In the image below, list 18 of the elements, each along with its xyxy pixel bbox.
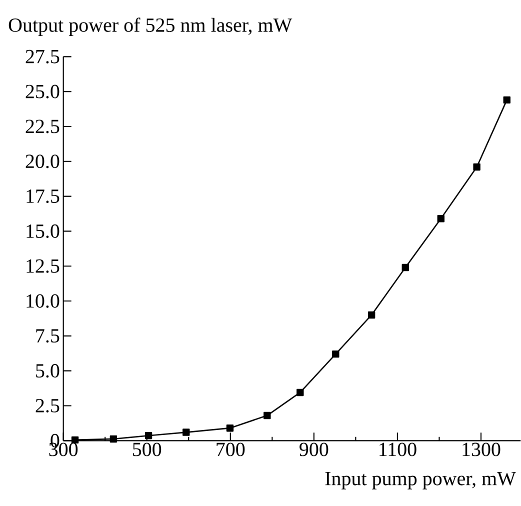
y-tick-label: 15.0 <box>26 224 60 238</box>
x-tick-label: 1300 <box>462 442 500 456</box>
y-tick-label: 20.0 <box>26 154 60 168</box>
x-tick-label: 900 <box>300 442 328 456</box>
x-axis-title: Input pump power, mW <box>325 472 516 490</box>
y-tick-label: 22.5 <box>26 120 60 134</box>
y-tick-label: 2.5 <box>36 398 60 413</box>
y-axis-title: Output power of 525 nm laser, mW <box>8 18 292 36</box>
y-tick-label: 10.0 <box>26 294 60 308</box>
x-tick-label: 700 <box>216 442 245 456</box>
x-tick-label: 1100 <box>380 442 416 456</box>
y-tick-label: 7.5 <box>36 329 60 343</box>
y-tick-label: 27.5 <box>26 50 60 64</box>
x-tick-label: 500 <box>133 442 162 456</box>
y-tick-label: 12.5 <box>26 259 60 273</box>
y-tick-label: 5.0 <box>36 364 60 378</box>
y-tick-label: 25.0 <box>26 84 60 98</box>
y-tick-label: 17.5 <box>26 190 60 204</box>
